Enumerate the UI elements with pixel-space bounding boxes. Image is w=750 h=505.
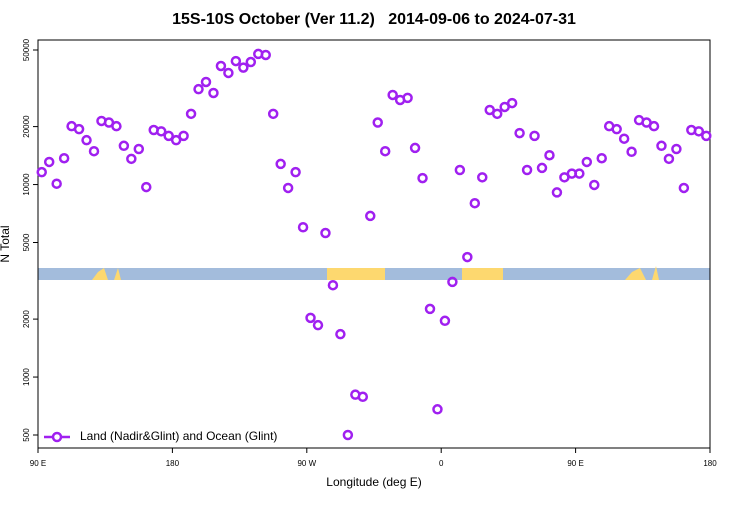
point (671, 143, 682, 155)
x-axis-label: Longitude (deg E) (326, 475, 421, 489)
point (551, 187, 563, 198)
point (312, 319, 324, 331)
point (193, 83, 204, 95)
point (589, 179, 600, 191)
point (626, 146, 637, 158)
x-tick-label: 0 (439, 459, 444, 468)
point (506, 97, 518, 109)
y-tick-label: 50000 (22, 38, 31, 61)
point (462, 251, 473, 263)
point (335, 328, 346, 340)
point (118, 140, 130, 152)
point (305, 312, 316, 324)
point (618, 133, 630, 144)
point (200, 76, 212, 88)
point (544, 149, 555, 161)
point (215, 60, 227, 72)
point (536, 162, 548, 174)
point (230, 55, 242, 67)
point (163, 130, 174, 142)
point (223, 67, 234, 79)
point (648, 120, 660, 132)
legend-label: Land (Nadir&Glint) and Ocean (Glint) (80, 429, 277, 443)
y-tick-label: 5000 (22, 233, 31, 251)
point (693, 126, 705, 137)
point (275, 158, 286, 170)
point (372, 117, 383, 128)
point (178, 130, 189, 142)
x-tick-label: 180 (166, 459, 180, 468)
x-tick-label: 90 W (297, 459, 316, 468)
point (185, 108, 197, 120)
y-tick-label: 2000 (22, 310, 31, 328)
point (514, 127, 525, 139)
land-band (462, 268, 503, 280)
point (402, 92, 413, 104)
point (439, 315, 451, 327)
point (342, 429, 354, 441)
y-tick-label: 500 (22, 428, 31, 442)
point (126, 153, 137, 165)
point (365, 210, 376, 222)
point (43, 156, 55, 168)
point (611, 123, 622, 135)
point (260, 49, 271, 61)
y-tick-label: 20000 (22, 115, 31, 138)
point (290, 166, 301, 178)
point (581, 156, 593, 168)
point (208, 87, 219, 99)
land-ocean-strip (38, 266, 710, 280)
plot-frame (37, 39, 711, 449)
point (320, 227, 331, 239)
point (327, 279, 339, 291)
point (387, 89, 398, 101)
land-band (327, 268, 385, 280)
point (282, 182, 294, 194)
point (409, 142, 421, 154)
point (51, 178, 62, 189)
point (529, 130, 540, 142)
point (678, 182, 690, 194)
point (81, 134, 92, 146)
point (491, 108, 503, 120)
x-tick-label: 90 E (30, 459, 46, 468)
x-tick-label: 90 E (567, 459, 583, 468)
point (238, 62, 249, 73)
point (141, 181, 152, 193)
point (36, 166, 47, 178)
point (133, 143, 145, 155)
point (58, 152, 70, 164)
point (267, 108, 279, 120)
y-tick-label: 1000 (22, 368, 31, 386)
point (656, 140, 667, 152)
legend-marker (51, 431, 63, 443)
point (155, 126, 167, 137)
point (297, 222, 309, 233)
point (111, 120, 122, 132)
chart-title: 15S-10S October (Ver 11.2) 2014-09-06 to… (172, 11, 576, 28)
point (521, 164, 533, 176)
point (574, 168, 585, 179)
point (417, 172, 428, 184)
point (447, 276, 458, 288)
y-tick-label: 10000 (22, 173, 31, 196)
y-axis-label: N Total (0, 225, 12, 262)
point (379, 145, 391, 157)
point (73, 123, 85, 135)
point (357, 391, 369, 403)
point (424, 303, 436, 315)
point (170, 134, 182, 146)
point (88, 145, 100, 157)
point (477, 172, 488, 183)
point (432, 404, 443, 415)
point (454, 164, 466, 176)
x-tick-label: 180 (703, 459, 717, 468)
point (663, 153, 675, 165)
point (245, 56, 257, 68)
point (469, 197, 481, 209)
point (701, 130, 712, 142)
point (596, 152, 607, 164)
